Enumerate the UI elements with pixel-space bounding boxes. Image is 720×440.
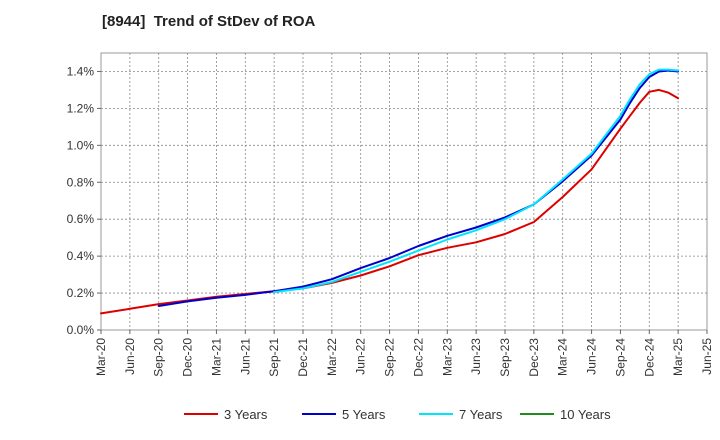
grid-layer: [100, 52, 708, 331]
x-tick-label: Sep-22: [383, 338, 397, 377]
y-tick-label: 0.8%: [67, 175, 95, 189]
series-layer: [100, 68, 680, 315]
legend-label: 7 Years: [459, 407, 503, 422]
y-tick-label: 0.2%: [67, 286, 95, 300]
x-tick-label: Mar-25: [671, 338, 685, 376]
x-tick-label: Dec-22: [411, 338, 425, 377]
x-tick-label: Sep-20: [152, 338, 166, 377]
plot-area: [100, 52, 708, 331]
chart-title: [8944] Trend of StDev of ROA: [102, 13, 316, 30]
legend-label: 5 Years: [342, 407, 386, 422]
series-line-5-years: [157, 69, 680, 307]
x-tick-label: Sep-23: [498, 338, 512, 377]
x-tick-label: Sep-24: [613, 338, 627, 377]
x-tick-label: Mar-23: [440, 338, 454, 376]
y-tick-label: 0.0%: [67, 323, 95, 337]
x-tick-label: Jun-24: [585, 338, 599, 375]
x-tick-label: Mar-24: [556, 338, 570, 376]
legend-label: 10 Years: [560, 407, 611, 422]
legend: 3 Years 5 Years 7 Years 10 Years: [184, 407, 611, 422]
x-tick-label: Jun-22: [354, 338, 368, 375]
x-tick-label: Jun-20: [123, 338, 137, 375]
y-tick-label: 0.6%: [67, 212, 95, 226]
axis-layer: Mar-20 Jun-20 Sep-20 Dec-20 Mar-21 Jun-21 Sep-…: [67, 64, 714, 376]
x-tick-label: Dec-23: [527, 338, 541, 377]
x-tick-label: Mar-22: [325, 338, 339, 376]
x-tick-label: Sep-21: [267, 338, 281, 377]
x-tick-label: Dec-20: [181, 338, 195, 377]
x-tick-label: Jun-23: [469, 338, 483, 375]
legend-label: 3 Years: [224, 407, 268, 422]
series-line-7-years: [273, 68, 680, 294]
x-tick-label: Dec-21: [296, 338, 310, 377]
y-tick-label: 1.4%: [67, 64, 95, 78]
x-tick-label: Dec-24: [642, 338, 656, 377]
y-tick-label: 1.0%: [67, 138, 95, 152]
y-tick-label: 0.4%: [67, 249, 95, 263]
x-tick-label: Mar-20: [94, 338, 108, 376]
x-tick-label: Jun-25: [700, 338, 714, 375]
x-tick-label: Mar-21: [209, 338, 223, 376]
y-tick-label: 1.2%: [67, 101, 95, 115]
x-tick-label: Jun-21: [238, 338, 252, 375]
